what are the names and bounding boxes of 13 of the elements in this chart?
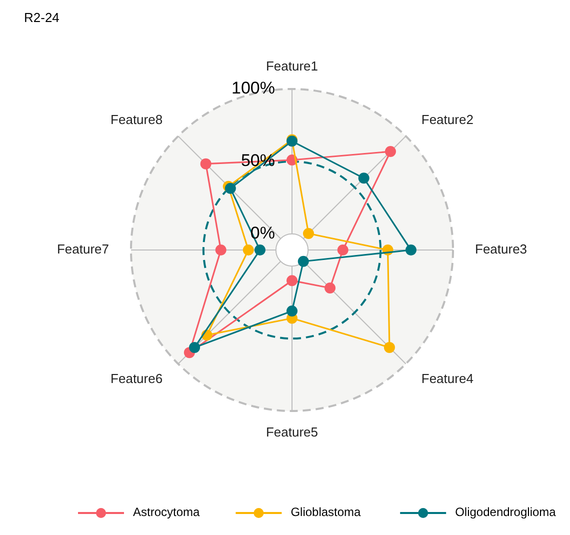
spoke-label: Feature3 <box>475 241 528 256</box>
legend-label: Oligodendroglioma <box>455 505 556 520</box>
legend-label: Astrocytoma <box>133 505 200 520</box>
spoke-label: Feature5 <box>266 424 318 440</box>
spoke-label: Feature4 <box>421 370 474 386</box>
spoke-label: Feature6 <box>110 370 163 386</box>
spoke-label: Feature7 <box>56 241 109 256</box>
chart-title: R2-24 <box>24 10 60 25</box>
legend-label: Glioblastoma <box>290 505 362 520</box>
y-tick-label: 100% <box>232 78 275 98</box>
spoke-label: Feature2 <box>421 112 474 128</box>
spoke-label: Feature8 <box>110 112 163 128</box>
spoke-label: Feature1 <box>266 58 318 74</box>
